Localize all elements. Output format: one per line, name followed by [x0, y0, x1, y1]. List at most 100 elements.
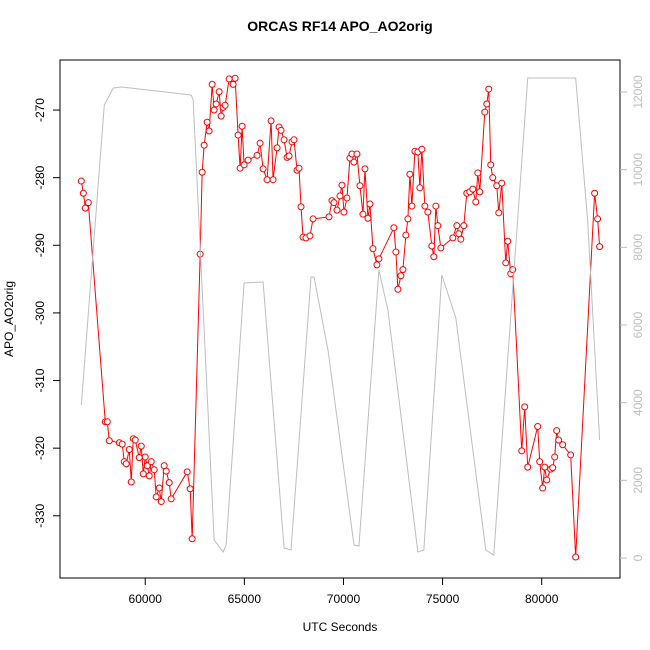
- data-point: [162, 467, 170, 475]
- data-point: [361, 165, 369, 173]
- data-point: [203, 118, 211, 126]
- data-point: [336, 192, 344, 200]
- x-tick-label: 80000: [525, 592, 559, 606]
- data-point: [430, 253, 438, 261]
- data-point: [141, 453, 149, 461]
- y2-series-line: [80, 77, 601, 556]
- data-point: [234, 131, 242, 139]
- data-point: [183, 468, 191, 476]
- x-tick-label: 75000: [426, 592, 460, 606]
- y-tick-label: -330: [33, 503, 47, 527]
- data-point: [424, 208, 432, 216]
- data-point: [553, 427, 561, 435]
- data-point: [404, 215, 412, 223]
- data-point: [594, 215, 602, 223]
- data-point: [476, 188, 484, 196]
- x-tick-label: 70000: [327, 592, 361, 606]
- data-point: [483, 100, 491, 108]
- data-point: [131, 436, 139, 444]
- data-point: [555, 436, 563, 444]
- data-point: [145, 472, 153, 480]
- data-point: [212, 100, 220, 108]
- data-point: [551, 453, 559, 461]
- data-point: [217, 112, 225, 120]
- data-point: [353, 150, 361, 158]
- data-point: [118, 440, 126, 448]
- data-point: [269, 176, 277, 184]
- data-point: [434, 222, 442, 230]
- data-point: [502, 259, 510, 267]
- data-point: [373, 261, 381, 269]
- data-point: [253, 151, 261, 159]
- data-point: [200, 141, 208, 149]
- data-point: [524, 463, 532, 471]
- data-point: [103, 418, 111, 426]
- data-point: [472, 198, 480, 206]
- data-point: [536, 458, 544, 466]
- data-point: [84, 199, 92, 207]
- data-point: [406, 170, 414, 178]
- y-tick-label: -270: [33, 98, 47, 122]
- data-point: [157, 498, 165, 506]
- data-point: [356, 182, 364, 190]
- data-point: [273, 144, 281, 152]
- data-point: [127, 478, 135, 486]
- data-point: [215, 88, 223, 96]
- data-point: [504, 237, 512, 245]
- data-point: [449, 234, 457, 242]
- data-point: [340, 208, 348, 216]
- data-point: [259, 165, 267, 173]
- data-point: [240, 161, 248, 169]
- data-point: [397, 272, 405, 280]
- data-point: [325, 213, 333, 221]
- data-point: [399, 266, 407, 274]
- data-point: [333, 206, 341, 214]
- data-point: [359, 210, 367, 218]
- data-point: [155, 484, 163, 492]
- y-tick-label: -290: [33, 233, 47, 257]
- data-point: [521, 403, 529, 411]
- data-point: [390, 224, 398, 232]
- data-point: [137, 442, 145, 450]
- data-point: [549, 464, 557, 472]
- data-point: [596, 243, 604, 251]
- data-point: [143, 462, 151, 470]
- data-point: [152, 493, 160, 501]
- data-point: [77, 177, 85, 185]
- data-point: [469, 185, 477, 193]
- data-point: [135, 454, 143, 462]
- data-point: [572, 553, 580, 561]
- plot-box: [59, 59, 621, 579]
- data-point: [306, 232, 314, 240]
- data-point: [147, 458, 155, 466]
- data-point: [330, 199, 338, 207]
- data-point: [437, 244, 445, 252]
- data-point: [205, 127, 213, 135]
- data-point: [416, 184, 424, 192]
- data-point: [498, 179, 506, 187]
- data-point: [369, 245, 377, 253]
- y2-tick-label: 10000: [631, 153, 645, 187]
- data-point: [421, 202, 429, 210]
- data-point: [221, 101, 229, 109]
- data-point: [263, 176, 271, 184]
- data-point: [297, 203, 305, 211]
- data-point: [541, 463, 549, 471]
- y-tick-label: -320: [33, 436, 47, 460]
- data-point: [290, 136, 298, 144]
- x-axis-label: UTC Seconds: [303, 620, 378, 634]
- data-point: [489, 174, 497, 182]
- data-point: [231, 74, 239, 82]
- data-point: [229, 80, 237, 88]
- data-point: [408, 202, 416, 210]
- y-tick-label: -310: [33, 368, 47, 392]
- data-point: [285, 152, 293, 160]
- data-point: [559, 441, 567, 449]
- data-point: [591, 189, 599, 197]
- data-point: [125, 446, 133, 454]
- data-point: [167, 495, 175, 503]
- data-point: [105, 437, 113, 445]
- data-point: [295, 164, 303, 172]
- data-point: [366, 200, 374, 208]
- data-point: [495, 209, 503, 217]
